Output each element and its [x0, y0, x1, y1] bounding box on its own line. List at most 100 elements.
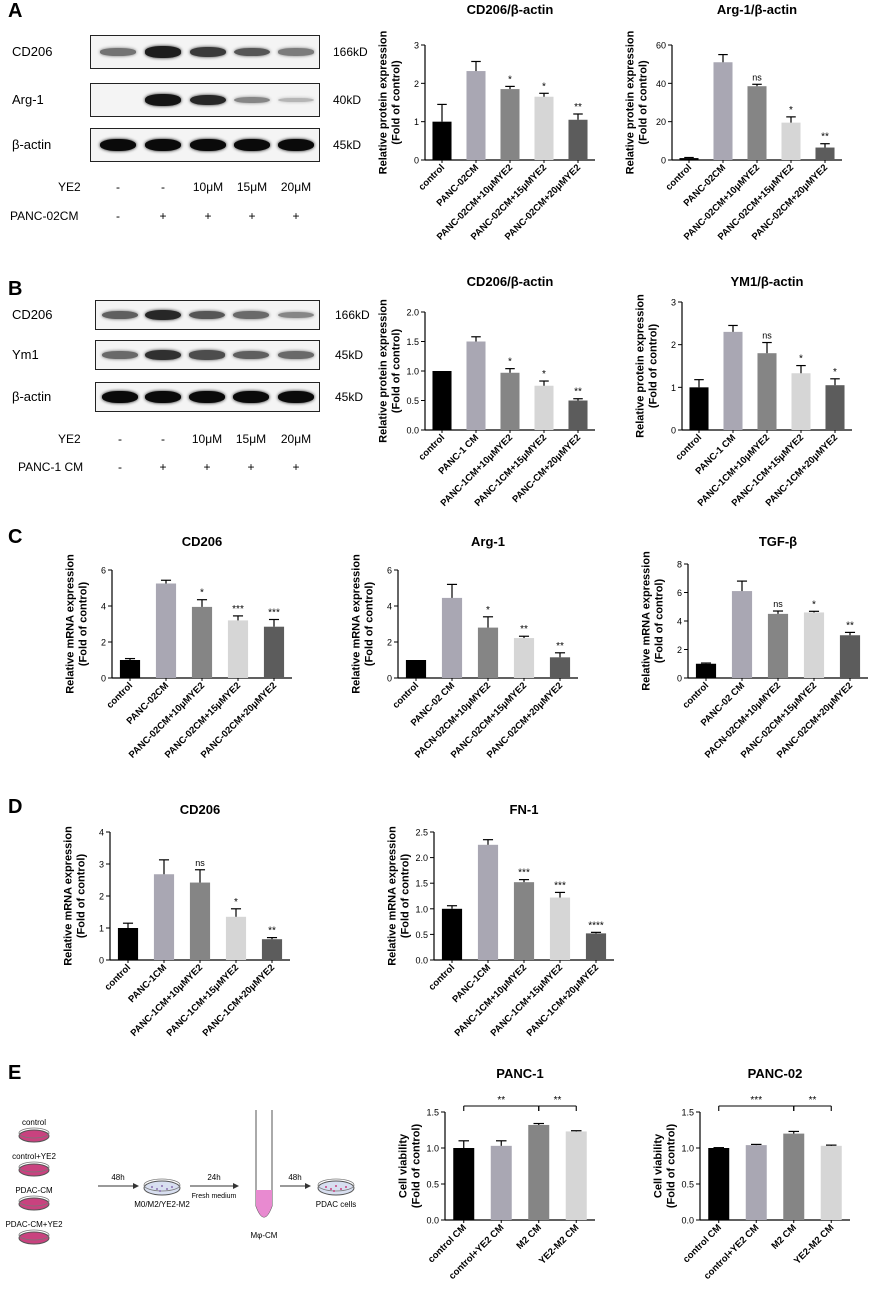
- significance-label: *: [508, 74, 512, 85]
- y-tick-label: 1.5: [426, 1108, 439, 1118]
- bar: [227, 620, 249, 678]
- x-tick-label: PANC-1CM+20μMYE2: [525, 962, 602, 1039]
- y-tick-label: 2: [414, 79, 419, 89]
- blot-band: [278, 139, 314, 151]
- blot-band: [234, 47, 270, 57]
- chart-title: PANC-02: [748, 1066, 803, 1081]
- western-blot-a: CD206 166kD Arg-1 40kD β-actin 45kD YE2 - - 10μM 1…: [0, 0, 380, 230]
- treatment-value: +: [247, 460, 255, 474]
- y-axis-label: Relative mRNA expression(Fold of control…: [63, 826, 88, 966]
- bar: [781, 122, 801, 160]
- bar: [432, 371, 452, 430]
- bar: [745, 1145, 767, 1220]
- bar: [432, 121, 452, 160]
- y-tick-label: 2.5: [415, 828, 428, 838]
- y-tick-label: 6: [677, 588, 682, 598]
- bar: [490, 1145, 512, 1220]
- chart-title: TGF-β: [759, 534, 797, 549]
- x-tick-label: M2 CM: [514, 1222, 543, 1251]
- bar: [119, 660, 141, 678]
- y-tick-label: 2: [677, 645, 682, 655]
- treatment-value: -: [116, 180, 120, 194]
- significance-label: **: [574, 387, 582, 398]
- y-tick-label: 2: [387, 638, 392, 648]
- x-tick-label: control: [417, 432, 448, 463]
- bar: [466, 71, 486, 160]
- chart-b-ym1-protein: YM1/β-actin Relative protein expression(F…: [635, 274, 852, 509]
- significance-label: **: [556, 641, 564, 652]
- y-tick-label: 4: [101, 602, 106, 612]
- chart-title: FN-1: [510, 802, 539, 817]
- blot-band: [189, 350, 225, 360]
- sig-bracket-label: **: [554, 1095, 562, 1106]
- blot-band: [278, 351, 314, 359]
- significance-label: **: [268, 926, 276, 937]
- y-tick-label: 1: [671, 383, 676, 393]
- treatment-value: +: [292, 460, 300, 474]
- significance-label: ns: [195, 858, 205, 868]
- x-tick-label: PANC-1CM+10μMYE2: [129, 962, 206, 1039]
- significance-label: ***: [518, 868, 530, 879]
- sig-bracket-label: **: [809, 1095, 817, 1106]
- y-tick-label: 0: [387, 674, 392, 684]
- step-48h-1: 48h: [111, 1173, 124, 1182]
- blot-band: [145, 94, 181, 106]
- bar: [263, 626, 285, 678]
- bar: [565, 1131, 587, 1220]
- significance-label: *: [789, 105, 793, 116]
- treatment-value: +: [292, 209, 300, 223]
- dish-pdac-label: PDAC cells: [316, 1200, 356, 1209]
- y-tick-label: 2.0: [406, 308, 419, 318]
- blot-row-label: β-actin: [12, 389, 52, 404]
- chart-title: Arg-1: [471, 534, 505, 549]
- x-tick-label: YE2-M2 CM: [537, 1222, 581, 1266]
- y-tick-label: 1: [414, 117, 419, 127]
- treatment-value: -: [161, 432, 165, 446]
- bar: [549, 657, 571, 678]
- blot-band: [145, 139, 181, 151]
- y-tick-label: 0.0: [681, 1216, 694, 1226]
- y-tick-label: 0.5: [681, 1180, 694, 1190]
- chart-c-tgfb-mrna: TGF-β Relative mRNA expression(Fold of co…: [641, 534, 868, 761]
- y-axis-label: Relative mRNA expression(Fold of control…: [65, 554, 90, 694]
- chart-title: PANC-1: [496, 1066, 543, 1081]
- x-tick-label: YE2-M2 CM: [792, 1222, 836, 1266]
- significance-label: *: [508, 357, 512, 368]
- y-axis-label: Relative mRNA expression(Fold of control…: [351, 554, 376, 694]
- x-tick-label: PANC-CM+20μMYE2: [510, 432, 583, 505]
- x-tick-label: PANC-02CM+20μMYE2: [775, 680, 855, 760]
- significance-label: *: [542, 81, 546, 92]
- blot-band: [190, 139, 226, 151]
- bar: [155, 583, 177, 678]
- experiment-schematic: control control+YE2 PDAC-CM PDAC-CM+YE2 …: [5, 1110, 356, 1245]
- chart-title: YM1/β-actin: [731, 274, 804, 289]
- y-axis-label: Relative protein expression(Fold of cont…: [625, 30, 650, 174]
- bar: [747, 86, 767, 160]
- x-tick-label: PANC-1CM+20μMYE2: [201, 962, 278, 1039]
- bar: [225, 916, 247, 960]
- bar: [708, 1148, 730, 1220]
- panel-label-a: A: [8, 0, 23, 22]
- chart-e-panc02-viability: PANC-02 Cell viability(Fold of control)0.…: [653, 1066, 850, 1282]
- y-tick-label: 6: [101, 566, 106, 576]
- significance-label: **: [821, 132, 829, 143]
- blot-band: [145, 46, 181, 58]
- treatment-value: -: [118, 460, 122, 474]
- y-tick-label: 3: [414, 41, 419, 51]
- treatment-value: +: [248, 209, 256, 223]
- blot-row-label: Arg-1: [12, 92, 44, 107]
- bar: [783, 1133, 805, 1220]
- significance-label: ****: [588, 920, 604, 931]
- y-tick-label: 1.0: [415, 904, 428, 914]
- bar: [261, 939, 283, 960]
- y-tick-label: 0.0: [406, 426, 419, 436]
- bar: [695, 663, 717, 678]
- x-tick-label: control: [105, 680, 136, 711]
- bar: [679, 158, 699, 160]
- bar: [791, 373, 811, 430]
- x-tick-label: M2 CM: [769, 1222, 798, 1251]
- blot-band: [278, 391, 314, 403]
- treatment-value: 20μM: [280, 180, 312, 194]
- significance-label: *: [200, 588, 204, 599]
- bar: [477, 844, 499, 960]
